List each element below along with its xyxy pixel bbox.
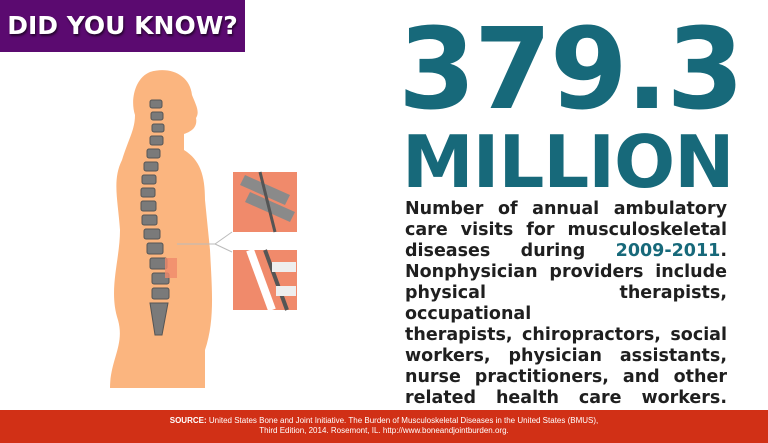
description-line: workers, physician assistants,	[405, 346, 727, 366]
description-text: diseases during	[405, 241, 616, 261]
source-label: SOURCE:	[169, 416, 207, 425]
description-line: diseases during 2009-2011.	[405, 241, 727, 262]
source-line-1: SOURCE: United States Bone and Joint Ini…	[0, 416, 768, 426]
did-you-know-badge: DID YOU KNOW?	[0, 0, 245, 52]
source-line-2: Third Edition, 2014. Rosemont, IL. http:…	[259, 426, 509, 435]
headline-unit: MILLION	[402, 120, 734, 204]
description-line: therapists, chiropractors, social	[405, 325, 727, 345]
source-footer: SOURCE: United States Bone and Joint Ini…	[0, 410, 768, 443]
description-line: care visits for musculoskeletal	[405, 220, 727, 240]
description-line: Number of annual ambulatory	[405, 199, 727, 219]
inset-spine-disc	[233, 248, 297, 312]
year-range-highlight: 2009-2011	[615, 241, 721, 261]
highlight-region	[165, 258, 177, 278]
description-line: nurse practitioners, and other	[405, 367, 727, 387]
source-text: United States Bone and Joint Initiative.…	[206, 416, 599, 425]
description-text: .	[720, 241, 727, 261]
spine	[140, 99, 170, 336]
description-line: physical therapists, occupational	[405, 283, 727, 324]
body-silhouette	[110, 70, 213, 388]
description-line: Nonphysician providers include	[405, 262, 727, 282]
description-paragraph: Number of annual ambulatory care visits …	[405, 199, 727, 409]
description-line: related health care workers.	[405, 388, 727, 408]
headline-number: 379.3	[398, 5, 744, 135]
inset-spine-healthy	[233, 171, 297, 233]
